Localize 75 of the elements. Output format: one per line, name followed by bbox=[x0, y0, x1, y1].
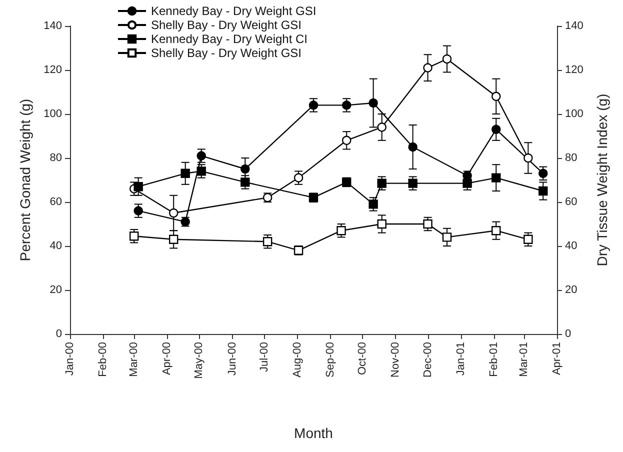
point bbox=[134, 182, 143, 192]
x-tick-label: Apr-01 bbox=[551, 342, 563, 376]
y2-tick-label: 20 bbox=[565, 284, 578, 296]
point bbox=[492, 92, 501, 101]
point bbox=[168, 234, 178, 244]
point bbox=[180, 168, 190, 178]
x-tick-label: Feb-00 bbox=[97, 342, 110, 377]
point bbox=[492, 173, 501, 182]
legend-label: Kennedy Bay - Dry Weight GSI bbox=[151, 4, 316, 18]
x-tick-label: May-00 bbox=[193, 342, 206, 379]
x-tick-label: Oct-00 bbox=[356, 342, 369, 376]
point bbox=[524, 234, 533, 244]
x-tick-label: Nov-00 bbox=[390, 342, 402, 378]
legend-label: Shelly Bay - Dry Weight GSI bbox=[151, 18, 302, 32]
point bbox=[240, 164, 250, 174]
point bbox=[492, 124, 501, 134]
y-tick-label: 20 bbox=[50, 284, 62, 296]
y2-tick-label: 120 bbox=[565, 64, 584, 76]
x-tick-label: Dec-00 bbox=[422, 342, 434, 378]
y2-tick-label: 80 bbox=[565, 152, 578, 164]
y-tick-label: 0 bbox=[56, 328, 62, 340]
point bbox=[342, 100, 352, 110]
y-tick-label: 60 bbox=[50, 196, 62, 208]
y2-tick-label: 100 bbox=[565, 108, 584, 120]
x-tick-label: Mar-01 bbox=[518, 342, 530, 377]
y-tick-label: 80 bbox=[50, 152, 62, 164]
point bbox=[442, 232, 452, 242]
point bbox=[262, 237, 272, 246]
x-tick-label: Jan-01 bbox=[454, 342, 467, 376]
x-tick-label: Jun-00 bbox=[226, 342, 238, 376]
x-tick-label: Apr-00 bbox=[161, 342, 174, 376]
point bbox=[377, 122, 386, 132]
point bbox=[134, 206, 143, 216]
y2-tick-label: 40 bbox=[565, 240, 578, 252]
x-axis-title: Month bbox=[294, 425, 333, 441]
point bbox=[368, 200, 378, 209]
y-axis-title: Percent Gonad Weight (g) bbox=[17, 98, 33, 262]
point bbox=[368, 98, 378, 108]
point bbox=[240, 178, 250, 187]
point bbox=[492, 226, 501, 236]
x-tick-label: Jul-00 bbox=[258, 342, 270, 372]
x-tick-label: Jan-00 bbox=[64, 342, 76, 376]
y-tick-label: 120 bbox=[44, 64, 62, 76]
point bbox=[196, 151, 206, 160]
point bbox=[423, 63, 432, 72]
point bbox=[377, 219, 386, 229]
point bbox=[377, 178, 386, 188]
y-tick-label: 140 bbox=[44, 20, 62, 32]
legend-label: Shelly Bay - Dry Weight GSI bbox=[151, 46, 302, 60]
point bbox=[442, 54, 452, 64]
point bbox=[538, 168, 548, 178]
point bbox=[408, 178, 418, 188]
y-tick-label: 100 bbox=[44, 108, 62, 120]
legend-label: Kennedy Bay - Dry Weight CI bbox=[151, 32, 308, 46]
point bbox=[336, 226, 346, 236]
point bbox=[423, 219, 432, 229]
y2-axis-title: Dry Tissue Weight Index (g) bbox=[594, 94, 610, 266]
y2-tick-label: 0 bbox=[565, 328, 572, 340]
point bbox=[129, 232, 139, 241]
point bbox=[408, 142, 418, 152]
point bbox=[169, 208, 178, 218]
x-tick-label: Sep-00 bbox=[324, 342, 337, 378]
y2-tick-label: 140 bbox=[565, 20, 584, 32]
point bbox=[342, 136, 352, 145]
x-tick-label: Mar-00 bbox=[128, 342, 140, 377]
point bbox=[308, 100, 318, 110]
y2-tick-label: 60 bbox=[565, 196, 578, 208]
x-tick-label: Feb-01 bbox=[488, 342, 500, 377]
point bbox=[524, 153, 533, 163]
point bbox=[294, 173, 304, 182]
point bbox=[538, 186, 548, 196]
point bbox=[196, 166, 206, 176]
x-tick-label: Aug-00 bbox=[291, 342, 304, 378]
point bbox=[462, 178, 472, 188]
y-tick-label: 40 bbox=[50, 240, 62, 252]
